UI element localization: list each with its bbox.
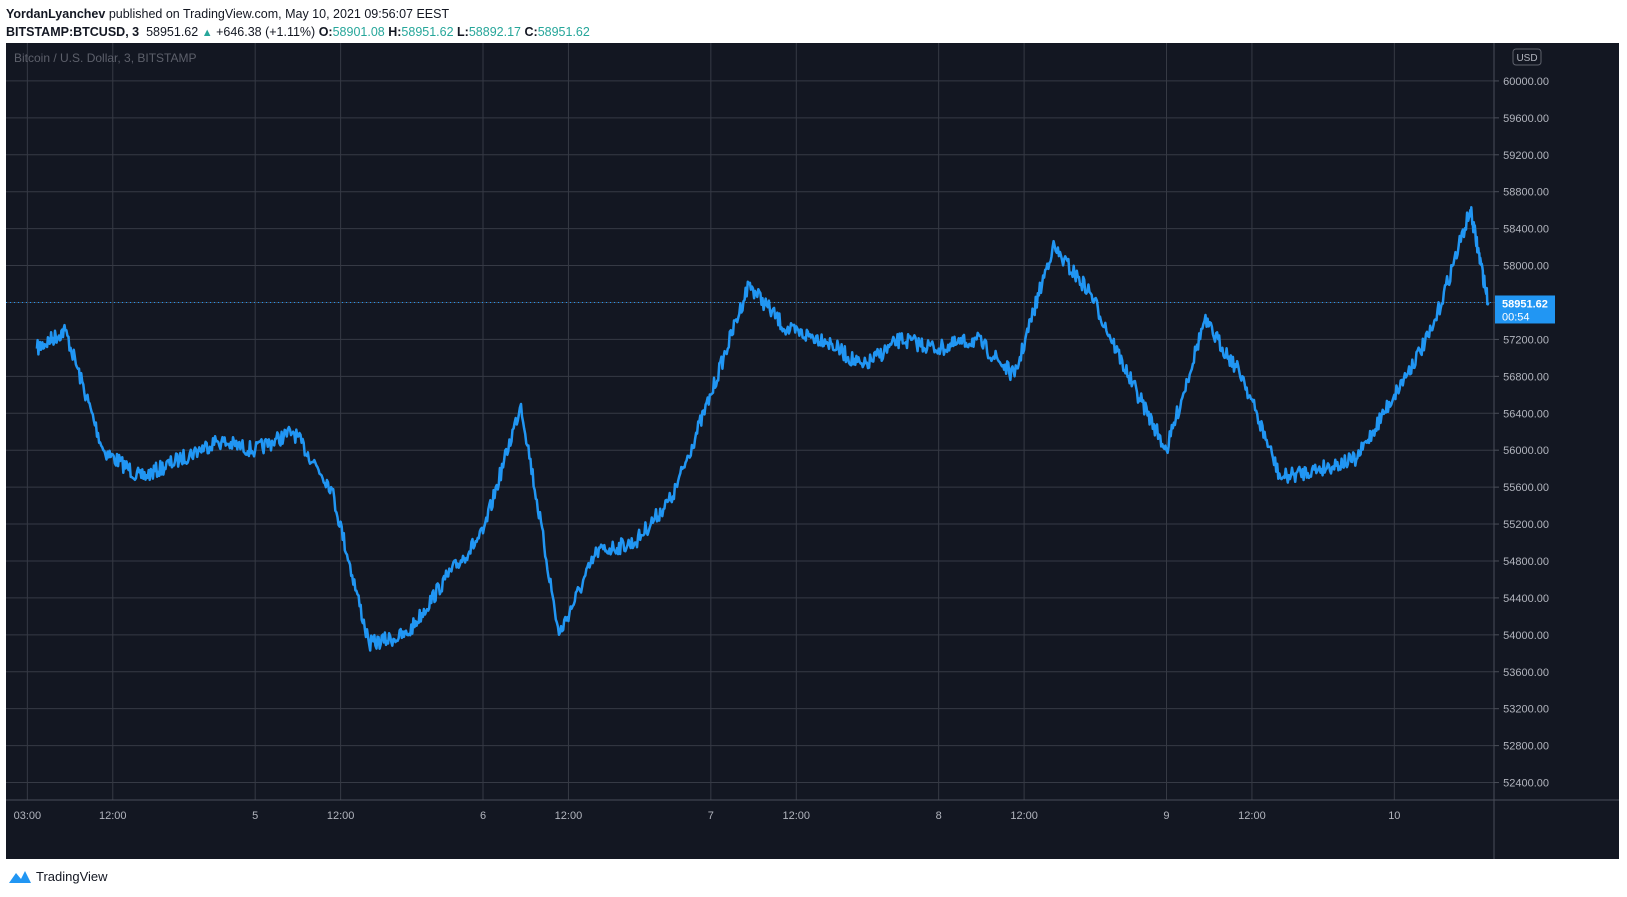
close-value: 58951.62 [537,25,590,39]
last-price: 58951.62 [146,25,199,39]
y-tick-label: 58400.00 [1503,224,1549,236]
author-name[interactable]: YordanLyanchev [6,7,106,21]
y-tick-label: 52800.00 [1503,741,1549,753]
x-tick-label: 12:00 [783,810,811,822]
price-tag: 58951.62 00:54 [1495,295,1555,324]
currency-label: USD [1516,53,1537,64]
x-tick-label: 12:00 [99,810,127,822]
x-tick-label: 12:00 [555,810,583,822]
publish-info: YordanLyanchev published on TradingView.… [6,5,590,23]
y-tick-label: 59200.00 [1503,150,1549,162]
published-text: published on TradingView.com, May 10, 20… [108,7,450,21]
open-label: O: [318,25,333,39]
price-change: +646.38 (+1.11%) [216,25,316,39]
y-tick-label: 53600.00 [1503,667,1549,679]
price-tag-box [1495,295,1555,324]
chart-legend: Bitcoin / U.S. Dollar, 3, BITSTAMP [14,51,197,65]
x-tick-label: 10 [1388,810,1400,822]
y-tick-label: 56400.00 [1503,408,1549,420]
low-label: L: [457,25,469,39]
symbol-label: BITSTAMP:BTCUSD, 3 [6,25,140,39]
price-tag-countdown: 00:54 [1502,311,1530,323]
x-tick-label: 7 [708,810,714,822]
chart-background [6,43,1619,859]
x-tick-label: 6 [480,810,486,822]
x-tick-label: 12:00 [1010,810,1038,822]
y-tick-label: 57200.00 [1503,334,1549,346]
close-label: C: [524,25,538,39]
time-axis-labels: 03:00 12:00 5 12:00 6 12:00 7 12:00 8 12:00 9 12:00… [14,810,1401,822]
chart-header: YordanLyanchev published on TradingView.… [6,5,590,42]
y-tick-label: 55600.00 [1503,482,1549,494]
high-value: 58951.62 [401,25,454,39]
currency-badge[interactable] [1512,48,1542,66]
y-tick-label: 56800.00 [1503,371,1549,383]
tradingview-logo-icon [9,871,31,883]
grid-lines [6,43,1494,800]
x-tick-label: 9 [1163,810,1169,822]
y-tick-label: 53200.00 [1503,704,1549,716]
y-tick-label: 54400.00 [1503,593,1549,605]
price-tag-value: 58951.62 [1502,298,1548,310]
y-tick-label: 58800.00 [1503,187,1549,199]
x-tick-label: 03:00 [14,810,42,822]
low-value: 58892.17 [468,25,521,39]
x-tick-label: 5 [252,810,258,822]
price-axis[interactable] [1494,43,1619,859]
x-tick-label: 12:00 [327,810,355,822]
symbol-info: BITSTAMP:BTCUSD, 3 58951.62 ▲ +646.38 (+… [6,23,590,42]
price-chart[interactable]: 52400.00 52800.00 53200.00 53600.00 54000.00… [6,43,1619,859]
y-tick-label: 52400.00 [1503,778,1549,790]
y-tick-label: 56000.00 [1503,445,1549,457]
y-tick-label: 55200.00 [1503,519,1549,531]
high-label: H: [388,25,402,39]
up-arrow-icon: ▲ [201,27,213,39]
y-tick-label: 59600.00 [1503,113,1549,125]
price-line [35,206,1490,652]
x-tick-label: 12:00 [1238,810,1266,822]
footer[interactable]: TradingView [8,868,108,884]
x-tick-label: 8 [936,810,942,822]
y-tick-label: 58000.00 [1503,261,1549,273]
y-tick-label: 54000.00 [1503,630,1549,642]
y-tick-label: 54800.00 [1503,556,1549,568]
open-value: 58901.08 [332,25,385,39]
y-tick-label: 60000.00 [1503,76,1549,88]
chart-container[interactable]: 52400.00 52800.00 53200.00 53600.00 54000.00… [6,43,1619,859]
footer-brand: TradingView [36,868,108,884]
